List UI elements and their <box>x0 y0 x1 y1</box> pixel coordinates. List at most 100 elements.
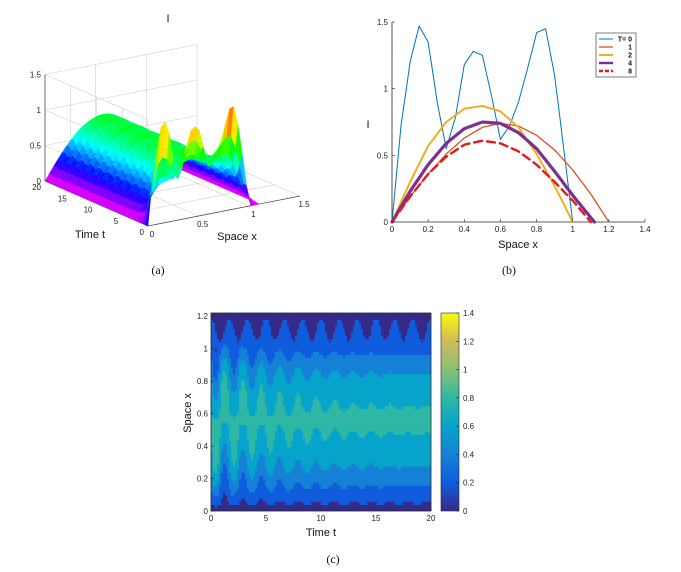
panel-c-contour-cell <box>213 354 216 359</box>
panel-c-contour-cell <box>289 443 292 448</box>
panel-c-contour-cell <box>251 415 254 419</box>
panel-c-contour-cell <box>249 389 252 394</box>
panel-c-contour-cell <box>331 431 334 435</box>
panel-c-contour-cell <box>221 440 224 445</box>
panel-c-contour-cell <box>287 354 290 359</box>
panel-c-contour-cell <box>237 498 240 502</box>
panel-c-contour-cell <box>247 373 250 378</box>
panel-c-contour-cell <box>305 501 308 506</box>
panel-c-contour-cell <box>317 488 320 493</box>
panel-c-contour-cell <box>223 402 226 407</box>
panel-c-contour-cell <box>225 443 228 448</box>
panel-c-contour-cell <box>289 427 292 432</box>
panel-c-contour-cell <box>293 316 296 320</box>
panel-c-contour-cell <box>291 405 294 410</box>
panel-c-contour-cell <box>267 364 270 368</box>
panel-c-contour-cell <box>311 408 314 413</box>
panel-c-contour-cell <box>247 440 250 445</box>
panel-c-contour-cell <box>317 408 320 413</box>
panel-c-contour-cell <box>329 488 332 493</box>
panel-c-contour-cell <box>271 351 274 355</box>
panel-c-contour-cell <box>321 328 324 333</box>
panel-c-contour-cell <box>323 373 326 378</box>
panel-c-contour-cell <box>215 373 218 378</box>
panel-c-contour-cell <box>215 376 218 381</box>
panel-c-contour-cell <box>311 313 314 317</box>
panel-c-contour-cell <box>301 399 304 403</box>
panel-c-contour-cell <box>307 348 310 352</box>
panel-c-contour-cell <box>237 447 240 451</box>
panel-c-contour-cell <box>273 443 276 448</box>
panel-c-contour-cell <box>259 418 262 422</box>
panel-c-contour-cell <box>233 507 236 511</box>
panel-c-contour-cell <box>237 354 240 359</box>
panel-c-contour-cell <box>315 389 318 394</box>
panel-c-contour-cell <box>277 453 280 458</box>
panel-c-contour-cell <box>285 380 288 384</box>
panel-c-contour-cell <box>257 313 260 317</box>
panel-c-contour-cell <box>223 440 226 445</box>
panel-c-contour-cell <box>231 479 234 483</box>
panel-c-contour-cell <box>295 367 298 371</box>
panel-c-contour-cell <box>271 338 274 343</box>
panel-c-contour-cell <box>213 453 216 458</box>
panel-c-contour-cell <box>243 316 246 320</box>
panel-c-contour-cell <box>239 447 242 451</box>
panel-c-contour-cell <box>229 344 232 349</box>
panel-c-contour-cell <box>321 405 324 410</box>
panel-c-contour-cell <box>313 399 316 403</box>
panel-c-contour-cell <box>229 316 232 320</box>
panel-c-contour-cell <box>249 459 252 464</box>
panel-c-contour-cell <box>283 335 286 339</box>
panel-c-contour-cell <box>277 491 280 496</box>
panel-c-contour-cell <box>285 415 288 419</box>
panel-c-contour-cell <box>325 335 328 339</box>
panel-c-contour-cell <box>309 338 312 343</box>
panel-c-contour-cell <box>269 351 272 355</box>
panel-c-contour-cell <box>273 507 276 511</box>
panel-c-contour-cell <box>303 360 306 365</box>
panel-c-contour-cell <box>239 479 242 483</box>
panel-c-contour-cell <box>291 399 294 403</box>
panel-c-contour-cell <box>261 383 264 387</box>
panel-c-contour-cell <box>317 357 320 362</box>
panel-c-contour-cell <box>325 463 328 467</box>
panel-c-contour-cell <box>271 450 274 454</box>
panel-c-contour-cell <box>323 463 326 467</box>
panel-c-contour-cell <box>233 367 236 371</box>
panel-c-contour-cell <box>319 459 322 464</box>
panel-c-contour-cell <box>225 316 228 320</box>
panel-c-contour-cell <box>219 418 222 422</box>
panel-c-contour-cell <box>211 443 214 448</box>
panel-c-contour-cell <box>281 367 284 371</box>
panel-c-contour-cell <box>267 447 270 451</box>
panel-c-contour-cell <box>251 443 254 448</box>
panel-c-contour-cell <box>315 469 318 474</box>
panel-c-contour-cell <box>237 370 240 375</box>
panel-c-contour-cell <box>251 485 254 490</box>
panel-c-contour-cell <box>313 431 316 435</box>
panel-c-contour-cell <box>307 364 310 368</box>
panel-c-contour-cell <box>269 344 272 349</box>
panel-c-contour-cell <box>213 338 216 343</box>
panel-c-contour-cell <box>271 341 274 346</box>
panel-c-contour-cell <box>335 507 338 511</box>
panel-c-contour-cell <box>217 380 220 384</box>
panel-c-contour-cell <box>275 399 278 403</box>
panel-c-contour-cell <box>275 405 278 410</box>
panel-c-contour-cell <box>223 498 226 502</box>
panel-c-contour-cell <box>241 450 244 454</box>
panel-c-contour-cell <box>315 319 318 323</box>
panel-c-contour-cell <box>237 450 240 454</box>
panel-c-contour-cell <box>275 437 278 442</box>
panel-c-contour-cell <box>263 319 266 323</box>
panel-c-contour-cell <box>243 357 246 362</box>
panel-c-contour-cell <box>263 408 266 413</box>
panel-c-contour-cell <box>237 437 240 442</box>
panel-c-contour-cell <box>327 332 330 336</box>
panel-c-contour-cell <box>239 402 242 407</box>
panel-c-contour-cell <box>231 354 234 359</box>
panel-c-contour-cell <box>261 479 264 483</box>
panel-c-contour-cell <box>217 332 220 336</box>
panel-c-contour-cell <box>251 469 254 474</box>
